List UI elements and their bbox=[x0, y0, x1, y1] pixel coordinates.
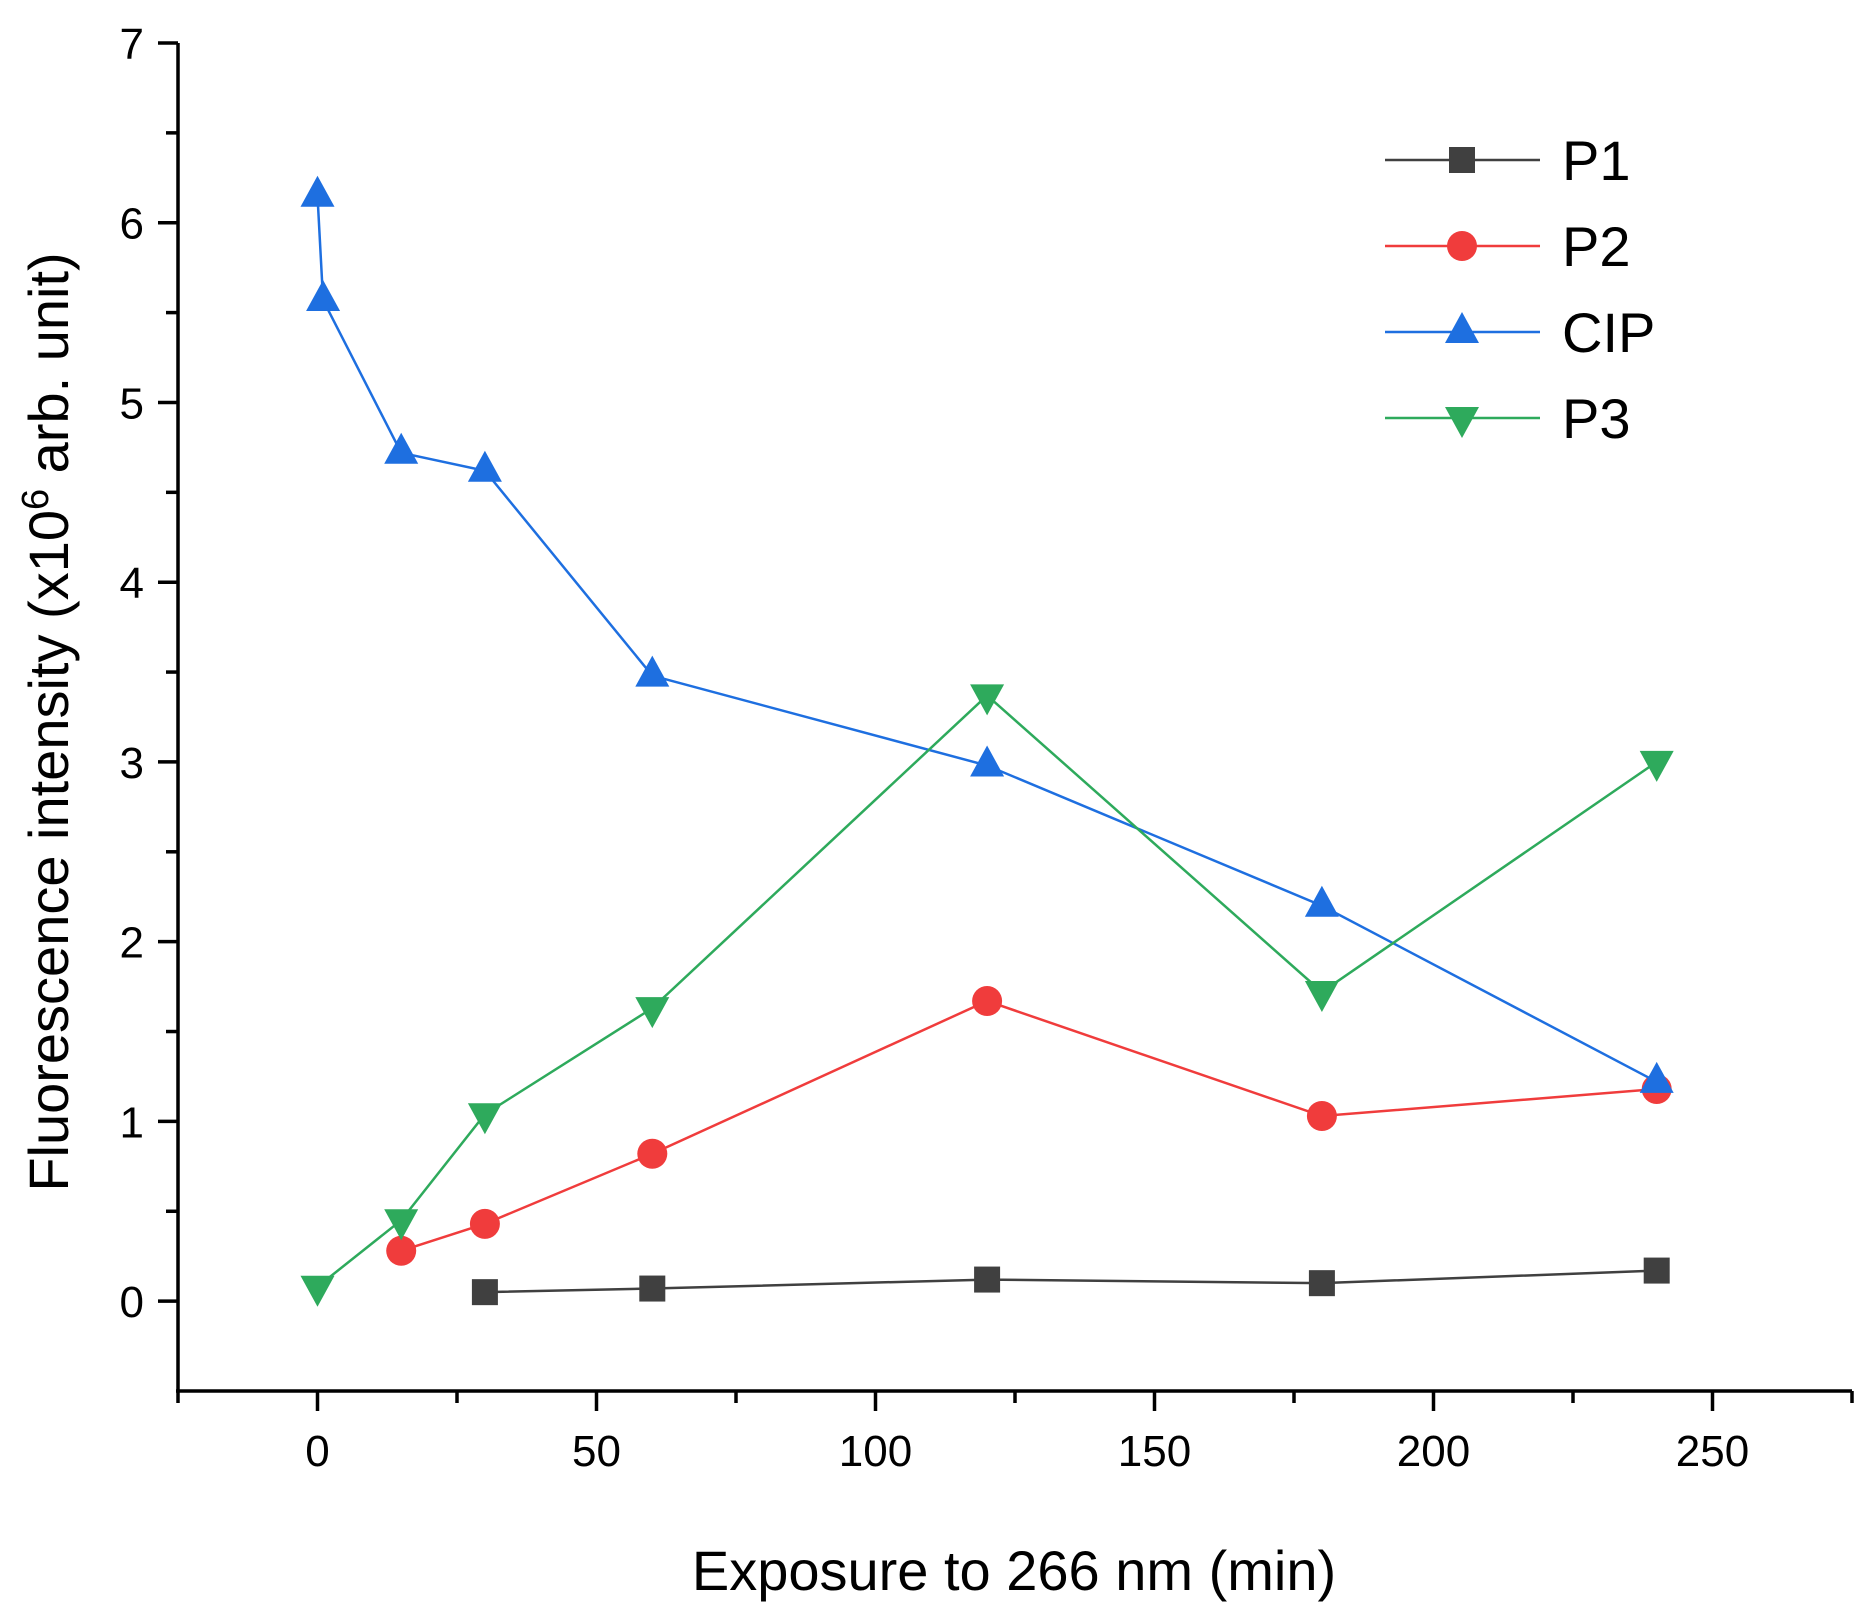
data-point-cip bbox=[300, 175, 335, 207]
data-point-p3 bbox=[1639, 750, 1674, 782]
legend-label-p3: P3 bbox=[1562, 387, 1631, 450]
legend-item-p2: P2 bbox=[1385, 215, 1631, 278]
legend: P1 P2 CIP P3 bbox=[1385, 129, 1655, 450]
data-point-p3 bbox=[970, 684, 1005, 716]
x-axis-title: Exposure to 266 nm (min) bbox=[692, 1539, 1336, 1602]
legend-marker-p3 bbox=[1445, 407, 1479, 438]
legend-item-p1: P1 bbox=[1385, 129, 1631, 192]
x-tick-label: 50 bbox=[572, 1427, 621, 1476]
series-p1 bbox=[471, 1257, 1670, 1306]
data-point-p1 bbox=[1308, 1270, 1335, 1297]
x-tick-label: 200 bbox=[1397, 1427, 1470, 1476]
legend-marker-p2 bbox=[1447, 231, 1477, 261]
data-point-p2 bbox=[469, 1208, 500, 1239]
series-p3 bbox=[300, 684, 1674, 1307]
data-point-p3 bbox=[384, 1209, 419, 1241]
series-line-p2 bbox=[400, 999, 1657, 1252]
data-point-cip bbox=[306, 280, 341, 312]
data-point-p3 bbox=[467, 1103, 502, 1135]
data-point-cip bbox=[384, 432, 419, 464]
series-cip bbox=[300, 175, 1674, 1093]
y-tick-label: 7 bbox=[120, 20, 144, 69]
data-point-p1 bbox=[471, 1279, 498, 1306]
data-point-p2 bbox=[637, 1138, 668, 1169]
x-tick-label: 150 bbox=[1118, 1427, 1191, 1476]
y-tick-label: 1 bbox=[120, 1098, 144, 1147]
data-point-p1 bbox=[974, 1266, 1001, 1293]
y-axis-title-main: Fluorescence intensity (x10 bbox=[17, 510, 80, 1192]
data-point-p3 bbox=[1304, 980, 1339, 1012]
data-point-cip bbox=[635, 655, 670, 687]
x-tick-label: 100 bbox=[839, 1427, 912, 1476]
y-axis-title-superscript: 6 bbox=[15, 489, 57, 510]
data-point-cip bbox=[1304, 885, 1339, 917]
data-point-p2 bbox=[1306, 1101, 1337, 1132]
x-tick-label: 0 bbox=[305, 1427, 329, 1476]
data-point-p1 bbox=[1643, 1257, 1670, 1284]
legend-marker-p1 bbox=[1449, 147, 1475, 173]
legend-label-p2: P2 bbox=[1562, 215, 1631, 278]
y-axis-title-suffix: arb. unit) bbox=[17, 252, 80, 489]
series-line-cip bbox=[316, 195, 1658, 1083]
y-tick-label: 4 bbox=[120, 559, 144, 608]
series-p2 bbox=[386, 985, 1672, 1266]
y-tick-label: 3 bbox=[120, 739, 144, 788]
legend-marker-cip bbox=[1445, 312, 1479, 343]
data-point-p1 bbox=[639, 1275, 666, 1302]
legend-item-p3: P3 bbox=[1385, 387, 1631, 450]
legend-item-cip: CIP bbox=[1385, 301, 1655, 364]
y-tick-label: 5 bbox=[120, 379, 144, 428]
data-point-p2 bbox=[386, 1235, 417, 1266]
data-point-cip bbox=[467, 450, 502, 482]
data-point-cip bbox=[1639, 1061, 1674, 1093]
axes: 0 1 2 3 4 5 6 7 0 50 100 150 200 250 bbox=[120, 20, 1854, 1476]
y-tick-label: 6 bbox=[120, 200, 144, 249]
plot-area bbox=[300, 175, 1674, 1307]
data-point-p2 bbox=[972, 985, 1003, 1016]
data-point-cip bbox=[970, 745, 1005, 777]
y-tick-label: 2 bbox=[120, 919, 144, 968]
y-axis-title: Fluorescence intensity (x106 arb. unit) bbox=[15, 252, 80, 1191]
legend-label-p1: P1 bbox=[1562, 129, 1631, 192]
data-point-p3 bbox=[635, 997, 670, 1029]
data-point-p3 bbox=[300, 1275, 335, 1307]
y-tick-label: 0 bbox=[120, 1278, 144, 1327]
x-tick-label: 250 bbox=[1676, 1427, 1749, 1476]
legend-label-cip: CIP bbox=[1562, 301, 1655, 364]
